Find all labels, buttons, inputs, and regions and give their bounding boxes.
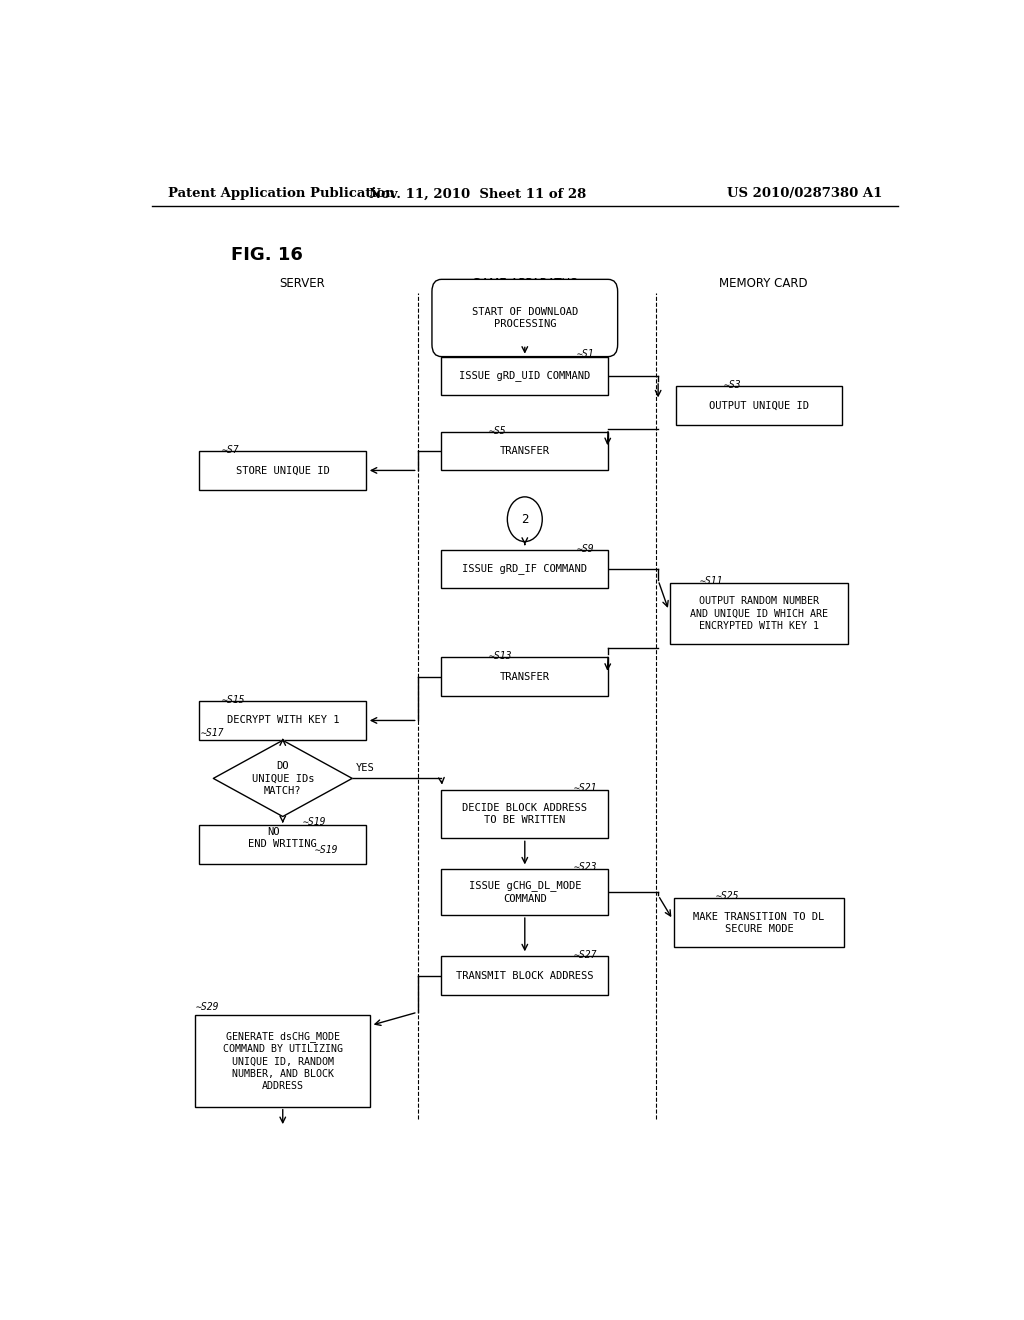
Text: MAKE TRANSITION TO DL
SECURE MODE: MAKE TRANSITION TO DL SECURE MODE	[693, 912, 824, 935]
Text: ∼S7: ∼S7	[221, 445, 240, 455]
Text: GENERATE dsCHG_MODE
COMMAND BY UTILIZING
UNIQUE ID, RANDOM
NUMBER, AND BLOCK
ADD: GENERATE dsCHG_MODE COMMAND BY UTILIZING…	[223, 1031, 343, 1092]
Text: GAME APPARATUS: GAME APPARATUS	[472, 277, 578, 290]
Text: MEMORY CARD: MEMORY CARD	[719, 277, 807, 290]
Text: ∼S9: ∼S9	[577, 544, 594, 553]
Text: ∼S29: ∼S29	[196, 1002, 219, 1012]
Text: ∼S11: ∼S11	[699, 577, 723, 586]
FancyBboxPatch shape	[432, 280, 617, 356]
Text: Patent Application Publication: Patent Application Publication	[168, 187, 394, 201]
Polygon shape	[213, 741, 352, 817]
Text: ∼S1: ∼S1	[577, 348, 594, 359]
Text: Nov. 11, 2010  Sheet 11 of 28: Nov. 11, 2010 Sheet 11 of 28	[369, 187, 586, 201]
Text: NO: NO	[267, 826, 280, 837]
FancyBboxPatch shape	[200, 825, 367, 863]
FancyBboxPatch shape	[674, 899, 844, 948]
Text: START OF DOWNLOAD
PROCESSING: START OF DOWNLOAD PROCESSING	[472, 306, 578, 329]
Text: SERVER: SERVER	[280, 277, 326, 290]
Circle shape	[507, 496, 543, 541]
Text: ∼S27: ∼S27	[574, 950, 597, 960]
FancyBboxPatch shape	[441, 870, 608, 915]
Text: OUTPUT RANDOM NUMBER
AND UNIQUE ID WHICH ARE
ENCRYPTED WITH KEY 1: OUTPUT RANDOM NUMBER AND UNIQUE ID WHICH…	[690, 597, 828, 631]
Text: TRANSFER: TRANSFER	[500, 672, 550, 681]
Text: END WRITING: END WRITING	[249, 840, 317, 850]
FancyBboxPatch shape	[196, 1015, 370, 1106]
Text: ISSUE gRD_IF COMMAND: ISSUE gRD_IF COMMAND	[462, 564, 588, 574]
Text: FIG. 16: FIG. 16	[231, 246, 303, 264]
Text: ∼S15: ∼S15	[221, 696, 245, 705]
Text: ∼S21: ∼S21	[574, 783, 597, 792]
Text: ∼S19: ∼S19	[303, 817, 326, 828]
FancyBboxPatch shape	[441, 657, 608, 696]
Text: ∼S5: ∼S5	[489, 426, 507, 436]
Text: ∼S25: ∼S25	[715, 891, 738, 902]
FancyBboxPatch shape	[441, 432, 608, 470]
Text: 2: 2	[521, 512, 528, 525]
Text: ∼S17: ∼S17	[201, 727, 224, 738]
Text: ISSUE gCHG_DL_MODE
COMMAND: ISSUE gCHG_DL_MODE COMMAND	[469, 880, 581, 904]
Text: ∼S13: ∼S13	[489, 652, 513, 661]
FancyBboxPatch shape	[676, 385, 842, 425]
FancyBboxPatch shape	[200, 451, 367, 490]
Text: DECIDE BLOCK ADDRESS
TO BE WRITTEN: DECIDE BLOCK ADDRESS TO BE WRITTEN	[462, 803, 588, 825]
Text: YES: YES	[356, 763, 375, 774]
FancyBboxPatch shape	[441, 789, 608, 838]
FancyBboxPatch shape	[441, 956, 608, 995]
Text: ∼S23: ∼S23	[574, 862, 597, 871]
FancyBboxPatch shape	[441, 356, 608, 395]
FancyBboxPatch shape	[441, 549, 608, 589]
Text: OUTPUT UNIQUE ID: OUTPUT UNIQUE ID	[709, 400, 809, 411]
Text: DECRYPT WITH KEY 1: DECRYPT WITH KEY 1	[226, 715, 339, 726]
Text: TRANSFER: TRANSFER	[500, 446, 550, 457]
FancyBboxPatch shape	[200, 701, 367, 739]
Text: US 2010/0287380 A1: US 2010/0287380 A1	[727, 187, 882, 201]
Text: STORE UNIQUE ID: STORE UNIQUE ID	[236, 466, 330, 475]
Text: ISSUE gRD_UID COMMAND: ISSUE gRD_UID COMMAND	[459, 371, 591, 381]
FancyBboxPatch shape	[670, 583, 848, 644]
Text: ∼S19: ∼S19	[314, 845, 338, 854]
Text: DO
UNIQUE IDs
MATCH?: DO UNIQUE IDs MATCH?	[252, 762, 314, 796]
Text: TRANSMIT BLOCK ADDRESS: TRANSMIT BLOCK ADDRESS	[456, 970, 594, 981]
Text: ∼S3: ∼S3	[723, 380, 740, 389]
